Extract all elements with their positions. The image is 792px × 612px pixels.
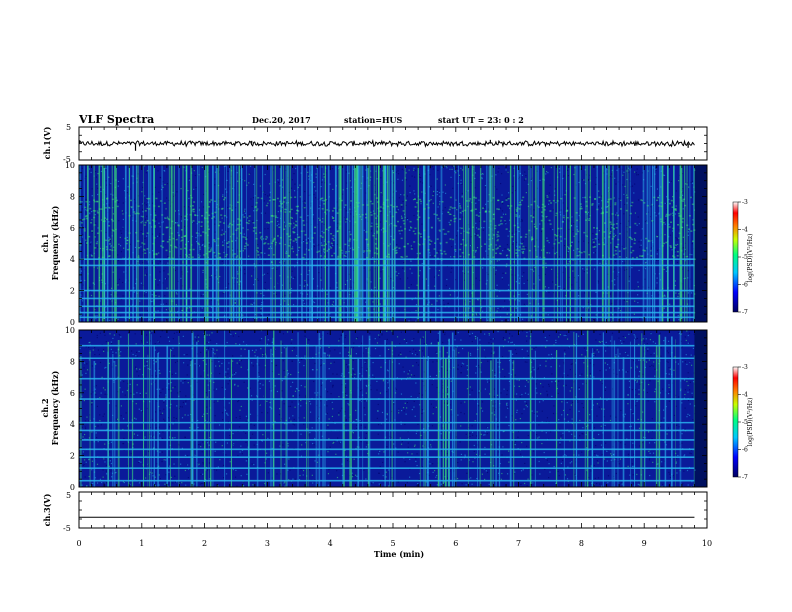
figure-title: VLF Spectra bbox=[78, 113, 154, 126]
x-axis-tick: 6 bbox=[453, 539, 458, 548]
x-axis-tick: 2 bbox=[202, 539, 207, 548]
ch1-waveform-ticks bbox=[78, 126, 708, 161]
spectrogram-ytick-label: 8 bbox=[70, 192, 75, 201]
spectrogram-ytick-label: 4 bbox=[70, 255, 75, 264]
spectrogram-ytick-label: 10 bbox=[65, 326, 75, 335]
spectrogram-ytick-label: 0 bbox=[70, 318, 75, 327]
ch2-spectrogram-background bbox=[79, 330, 707, 487]
ch1-waveform-spikes bbox=[134, 139, 689, 151]
ch1-spectrogram-yticklabels: 0 2 4 6 8 10 bbox=[65, 161, 75, 327]
ch1-ytick-top: 5 bbox=[66, 123, 71, 132]
spectrogram-ytick-label: 6 bbox=[70, 224, 75, 233]
ch1-spectrogram-freq-label: Frequency (kHz) bbox=[50, 205, 60, 280]
ch1-spectrogram-panel: 0 2 4 6 8 10 ch.1 Frequency (kHz) bbox=[40, 161, 708, 327]
spectrogram-ytick-label: 6 bbox=[70, 389, 75, 398]
x-axis-tick-labels: 0 1 2 3 4 5 6 7 8 9 10 bbox=[76, 539, 712, 548]
x-axis-tick: 1 bbox=[139, 539, 144, 548]
colorbar-tick-label: -7 bbox=[742, 474, 748, 481]
ch2-spectrogram-yticklabels: 0 2 4 6 8 10 bbox=[65, 326, 75, 492]
ch2-colorbar: -3 -4 -5 -6 -7 log(PSD)(V²/Hz) bbox=[732, 364, 754, 481]
ch2-spectrogram-freq-label: Frequency (kHz) bbox=[50, 370, 60, 445]
ch2-spectrogram-ticks bbox=[78, 329, 708, 488]
x-axis-tick: 10 bbox=[702, 539, 712, 548]
ch2-spectrogram-image bbox=[79, 330, 707, 487]
ch2-colorbar-ticks: -3 -4 -5 -6 -7 bbox=[738, 364, 748, 481]
x-axis-tick: 5 bbox=[390, 539, 395, 548]
ch1-waveform-ylabel: ch.1(V) bbox=[42, 126, 52, 159]
header-station: station=HUS bbox=[344, 115, 403, 125]
ch1-spectrogram-ylabel: ch.1 bbox=[40, 233, 50, 252]
colorbar-tick-label: -5 bbox=[742, 254, 748, 261]
x-axis-label: Time (min) bbox=[374, 549, 424, 559]
ch2-spectrogram-panel: 0 2 4 6 8 10 ch.2 Frequency (kHz) bbox=[40, 326, 708, 492]
colorbar-tick-label: -3 bbox=[742, 199, 748, 206]
ch2-spectrogram-ylabel: ch.2 bbox=[40, 398, 50, 417]
ch1-spectrogram-image bbox=[79, 165, 707, 322]
ch3-waveform-panel: 5 -5 ch.3(V) bbox=[42, 491, 708, 533]
spectrogram-ytick-label: 0 bbox=[70, 483, 75, 492]
ch2-colorbar-gradient bbox=[732, 366, 739, 478]
ch1-colorbar-gradient bbox=[732, 201, 739, 313]
x-axis-tick: 0 bbox=[76, 539, 81, 548]
ch2-colorbar-label: log(PSD)(V²/Hz) bbox=[747, 398, 754, 447]
x-axis-tick: 9 bbox=[642, 539, 647, 548]
header-start-time: start UT = 23: 0 : 2 bbox=[438, 115, 524, 125]
ch3-waveform-frame bbox=[78, 491, 708, 529]
x-axis-tick: 7 bbox=[516, 539, 521, 548]
ch1-spectrogram-ticks bbox=[78, 164, 708, 323]
x-axis-tick: 8 bbox=[579, 539, 584, 548]
colorbar-tick-label: -6 bbox=[742, 282, 748, 289]
x-axis-tick: 4 bbox=[328, 539, 333, 548]
ch1-waveform-trace bbox=[78, 138, 695, 148]
colorbar-tick-label: -6 bbox=[742, 447, 748, 454]
colorbar-tick-label: -4 bbox=[742, 392, 748, 399]
ch1-colorbar-label: log(PSD)(V²/Hz) bbox=[747, 234, 754, 283]
ch1-colorbar: -3 -4 -5 -6 -7 log(PSD)(V²/Hz) bbox=[732, 199, 754, 316]
ch3-waveform-ticks bbox=[78, 491, 708, 529]
spectrogram-ytick-label: 10 bbox=[65, 161, 75, 170]
ch1-colorbar-ticks: -3 -4 -5 -6 -7 bbox=[738, 199, 748, 316]
ch3-waveform-ylabel: ch.3(V) bbox=[42, 493, 52, 526]
ch3-ytick-top: 5 bbox=[66, 491, 71, 500]
colorbar-tick-label: -3 bbox=[742, 364, 748, 371]
header-date: Dec.20, 2017 bbox=[252, 115, 311, 125]
ch1-ytick-bottom: -5 bbox=[63, 155, 71, 164]
spectrogram-ytick-label: 2 bbox=[70, 452, 75, 461]
colorbar-tick-label: -5 bbox=[742, 419, 748, 426]
spectrogram-ytick-label: 8 bbox=[70, 357, 75, 366]
colorbar-tick-label: -4 bbox=[742, 227, 748, 234]
colorbar-tick-label: -7 bbox=[742, 309, 748, 316]
ch3-ytick-bottom: -5 bbox=[63, 524, 71, 533]
x-axis-tick: 3 bbox=[265, 539, 270, 548]
ch1-waveform-panel: 5 -5 ch.1(V) bbox=[42, 123, 708, 164]
spectrogram-ytick-label: 2 bbox=[70, 287, 75, 296]
spectrogram-ytick-label: 4 bbox=[70, 420, 75, 429]
